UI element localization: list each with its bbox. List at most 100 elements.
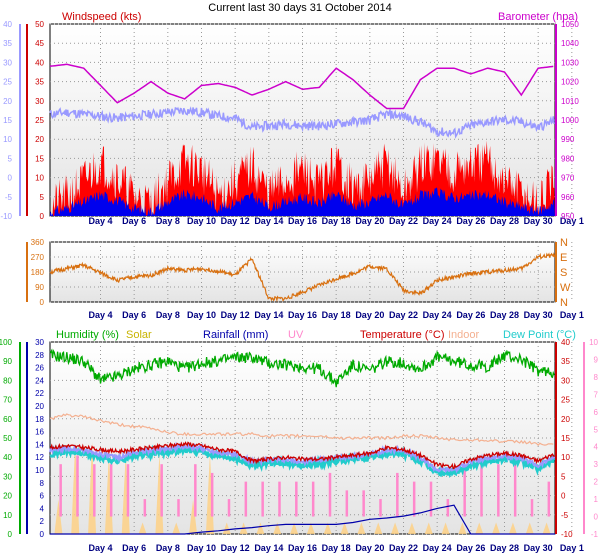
y-tick-rainfall: 6	[40, 492, 45, 501]
solar-spike	[189, 499, 198, 534]
solar-spike	[374, 522, 383, 534]
y-tick-temperature-top: -5	[5, 193, 13, 202]
y-tick-compass: W	[560, 282, 571, 294]
x-tick-label: Day 6	[122, 543, 146, 553]
x-tick-label: Day 20	[355, 216, 384, 226]
legend-uv: UV	[288, 329, 304, 341]
x-tick-label: Day 28	[490, 310, 519, 320]
uv-bar	[227, 499, 231, 517]
x-tick-label: Day 26	[456, 310, 485, 320]
uv-bar	[396, 472, 399, 517]
uv-bar	[295, 481, 298, 517]
x-tick-label: Day 30	[524, 543, 553, 553]
uv-bar	[210, 472, 214, 517]
y-tick-humidity: 90	[3, 357, 12, 366]
uv-bar	[93, 464, 96, 517]
x-tick-label: Day 4	[88, 310, 112, 320]
y-tick-barometer: 970	[561, 174, 575, 183]
uv-bar	[278, 481, 281, 517]
x-tick-label: Day 6	[122, 310, 146, 320]
y-tick-uv: -1	[591, 530, 599, 539]
y-tick-uv: 6	[594, 408, 599, 417]
x-tick-label: Day 26	[456, 543, 485, 553]
y-tick-temperature: 5	[561, 472, 566, 481]
y-tick-rainfall: 30	[35, 338, 44, 347]
y-tick-windspeed: 20	[35, 135, 44, 144]
y-tick-uv: 1	[594, 495, 599, 504]
series-barometer	[49, 63, 554, 110]
y-tick-rainfall: 4	[40, 504, 45, 513]
series-rainfall	[50, 504, 555, 535]
y-tick-temperature: -10	[561, 530, 573, 539]
y-tick-rainfall: 14	[35, 440, 44, 449]
uv-bar	[311, 481, 315, 517]
y-tick-uv: 10	[589, 338, 598, 347]
legend-barometer: Barometer (hpa)	[498, 11, 578, 23]
y-tick-direction: 270	[31, 253, 45, 262]
y-tick-barometer: 1010	[561, 97, 579, 106]
y-tick-temperature: 0	[561, 492, 566, 501]
solar-spike	[290, 522, 299, 534]
solar-spike	[323, 522, 332, 534]
uv-bar	[126, 464, 130, 517]
solar-spike	[256, 522, 265, 534]
y-tick-temperature: 15	[561, 434, 570, 443]
solar-spike	[172, 522, 181, 534]
y-tick-windspeed: 40	[35, 58, 44, 67]
y-tick-temperature-top: 5	[8, 154, 13, 163]
y-tick-rainfall: 8	[40, 479, 45, 488]
x-tick-label: Day 14	[254, 216, 283, 226]
x-tick-label: Day 22	[389, 310, 418, 320]
solar-spike	[273, 522, 282, 534]
x-tick-label: Day 12	[221, 216, 250, 226]
y-tick-temperature-top: 0	[8, 174, 13, 183]
x-tick-label: Day 1	[560, 216, 584, 226]
x-tick-label: Day 20	[355, 543, 384, 553]
series-humidity	[49, 348, 555, 388]
y-tick-rainfall: 16	[35, 428, 44, 437]
y-tick-direction: 360	[31, 238, 45, 247]
solar-spike	[542, 522, 551, 534]
x-tick-label: Day 26	[456, 216, 485, 226]
y-tick-barometer: 1050	[561, 20, 579, 29]
x-tick-label: Day 10	[187, 543, 216, 553]
y-tick-barometer: 980	[561, 154, 575, 163]
y-tick-compass: N	[560, 237, 568, 249]
uv-bar	[362, 490, 365, 517]
solar-spike	[391, 522, 400, 534]
y-tick-compass: E	[560, 252, 567, 264]
y-tick-uv: 0	[594, 513, 599, 522]
x-tick-label: Day 14	[254, 543, 283, 553]
uv-bar	[59, 464, 62, 517]
y-tick-windspeed: 35	[35, 78, 44, 87]
y-tick-windspeed: 5	[40, 193, 45, 202]
x-tick-label: Day 12	[221, 310, 250, 320]
series-temperature	[50, 441, 555, 470]
y-tick-temperature-top: 30	[3, 58, 12, 67]
solar-spike	[407, 522, 416, 534]
y-tick-barometer: 1040	[561, 39, 579, 48]
y-tick-compass: S	[560, 267, 567, 279]
uv-bar	[76, 455, 79, 517]
y-tick-uv: 8	[594, 373, 599, 382]
y-tick-rainfall: 26	[35, 364, 44, 373]
uv-bar	[143, 499, 147, 517]
y-tick-windspeed: 50	[35, 20, 44, 29]
series-indoor	[49, 413, 554, 447]
y-tick-barometer: 1030	[561, 58, 579, 67]
solar-spike	[306, 522, 315, 534]
x-tick-label: Day 24	[423, 216, 452, 226]
uv-bar	[244, 481, 248, 517]
uv-bar	[463, 464, 466, 517]
x-tick-label: Day 18	[322, 216, 351, 226]
y-tick-barometer: 950	[561, 212, 575, 221]
y-tick-uv: 7	[594, 390, 599, 399]
x-tick-label: Day 30	[524, 216, 553, 226]
uv-bar	[379, 499, 382, 517]
uv-bar	[480, 464, 483, 517]
uv-bar	[446, 499, 450, 517]
x-tick-label: Day 4	[88, 543, 112, 553]
y-tick-temperature: 25	[561, 396, 570, 405]
solar-spike	[475, 522, 484, 534]
uv-bar	[194, 464, 197, 517]
